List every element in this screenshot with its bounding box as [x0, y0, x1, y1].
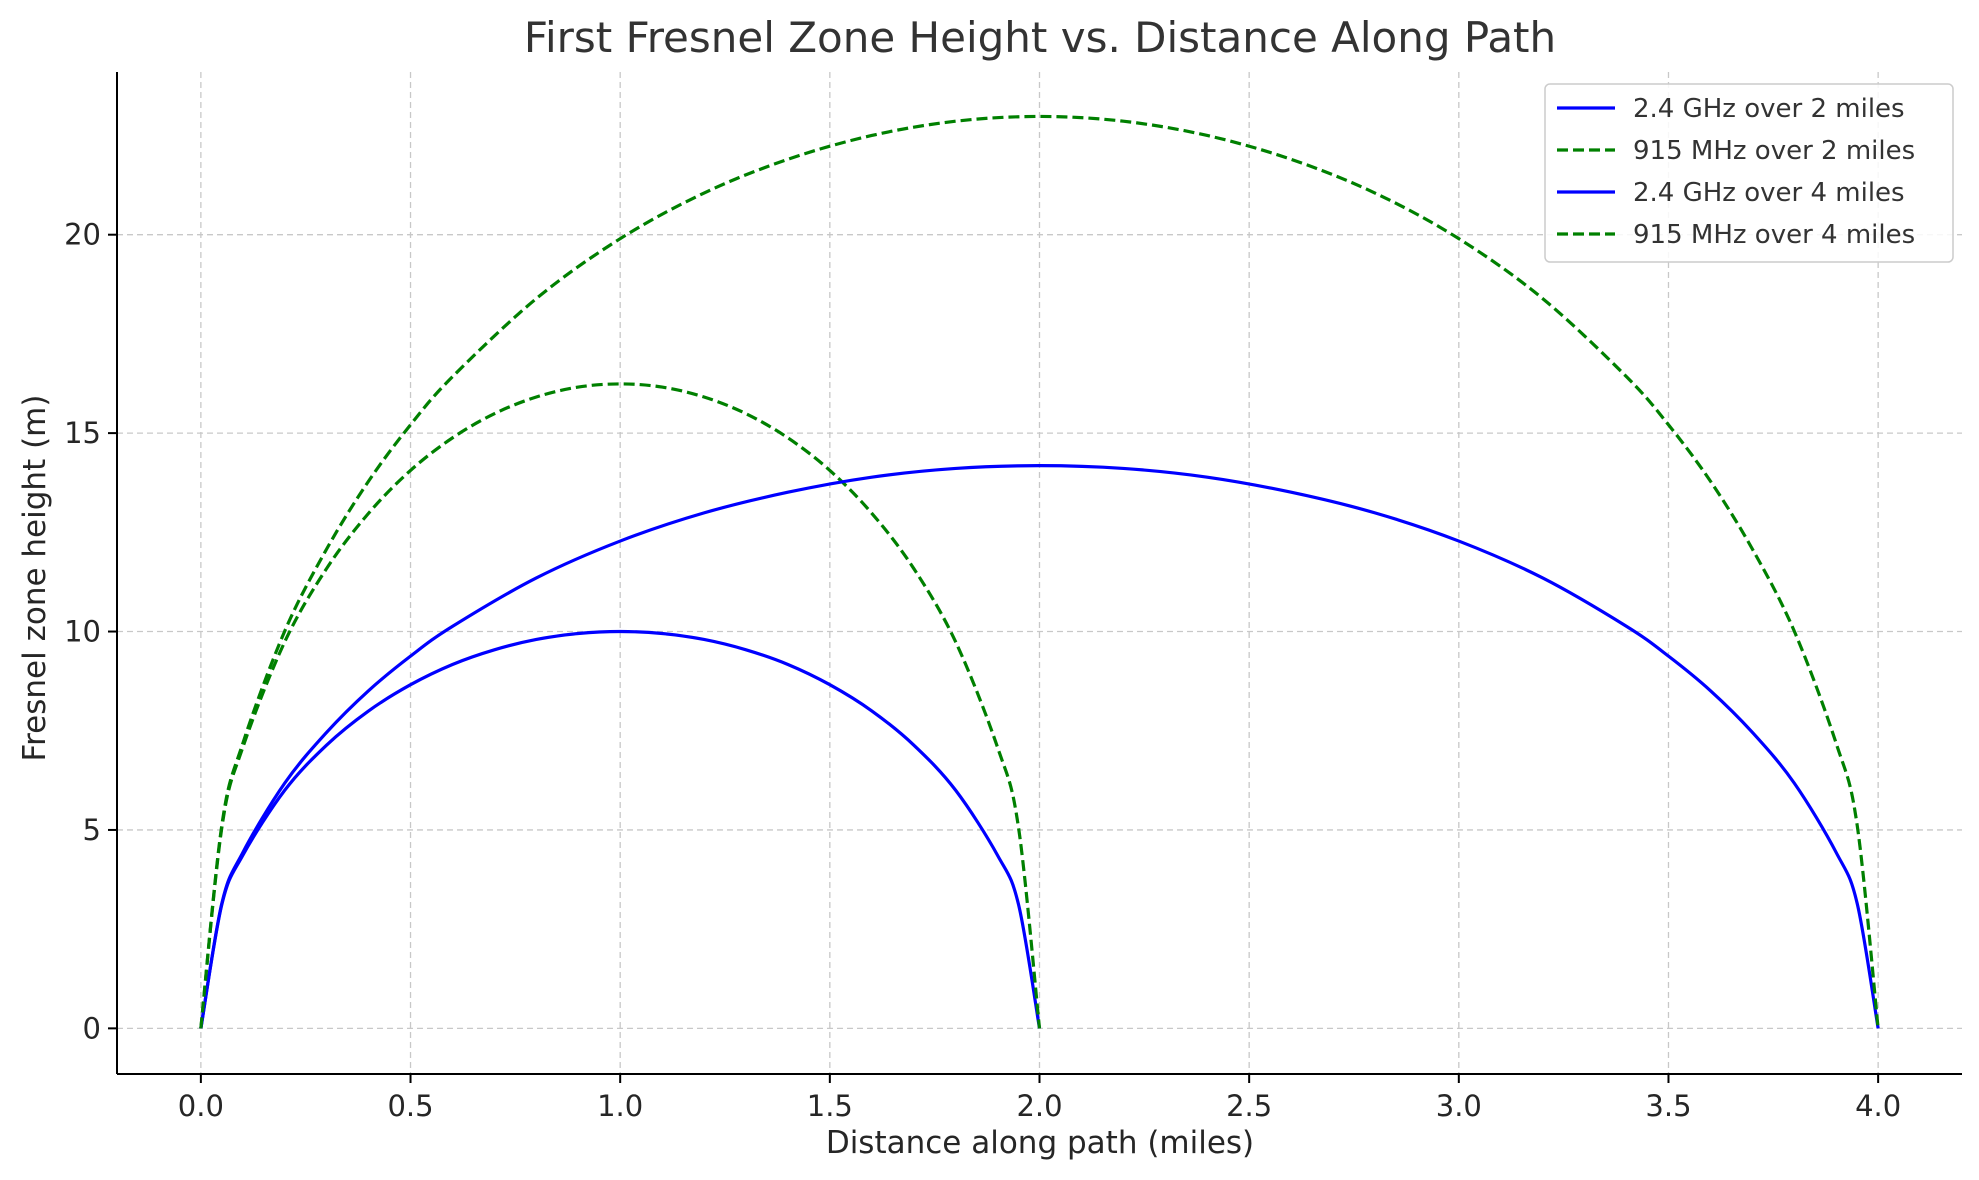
y-axis-label: Fresnel zone height (m)	[17, 395, 53, 762]
x-tick-label: 2.0	[1016, 1089, 1062, 1123]
series-line-2	[199, 382, 1042, 1029]
legend-entry: 915 MHz over 2 miles	[1633, 136, 1915, 166]
legend-entry: 2.4 GHz over 4 miles	[1633, 178, 1905, 208]
x-tick-label: 0.5	[387, 1089, 433, 1123]
ticks-layer: 0.0 0.5 1.0 1.5 2.0 2.5 3.0 3.5 4.0 0 5 10 15 20	[64, 218, 1901, 1123]
y-tick-label: 10	[64, 615, 101, 649]
x-tick-label: 1.0	[597, 1089, 643, 1123]
x-tick-label: 3.5	[1645, 1089, 1691, 1123]
legend: 2.4 GHz over 2 miles 915 MHz over 2 miles…	[1544, 83, 1954, 263]
x-axis-label: Distance along path (miles)	[826, 1125, 1254, 1161]
series-line-1	[199, 629, 1042, 1029]
legend-entry: 915 MHz over 4 miles	[1633, 220, 1915, 250]
y-tick-label: 15	[64, 416, 101, 450]
x-tick-label: 4.0	[1855, 1089, 1901, 1123]
legend-entry: 2.4 GHz over 2 miles	[1633, 94, 1905, 124]
series-layer	[199, 114, 1880, 1029]
chart-title: First Fresnel Zone Height vs. Distance A…	[524, 13, 1556, 62]
y-tick-label: 0	[83, 1011, 101, 1045]
y-tick-label: 20	[64, 218, 101, 252]
x-tick-label: 3.0	[1436, 1089, 1482, 1123]
legend-box	[1544, 83, 1954, 263]
x-tick-label: 2.5	[1226, 1089, 1272, 1123]
y-tick-label: 5	[83, 813, 101, 847]
series-line-3	[199, 464, 1880, 1029]
x-tick-label: 1.5	[807, 1089, 853, 1123]
series-line-4	[199, 114, 1880, 1029]
x-tick-label: 0.0	[178, 1089, 224, 1123]
